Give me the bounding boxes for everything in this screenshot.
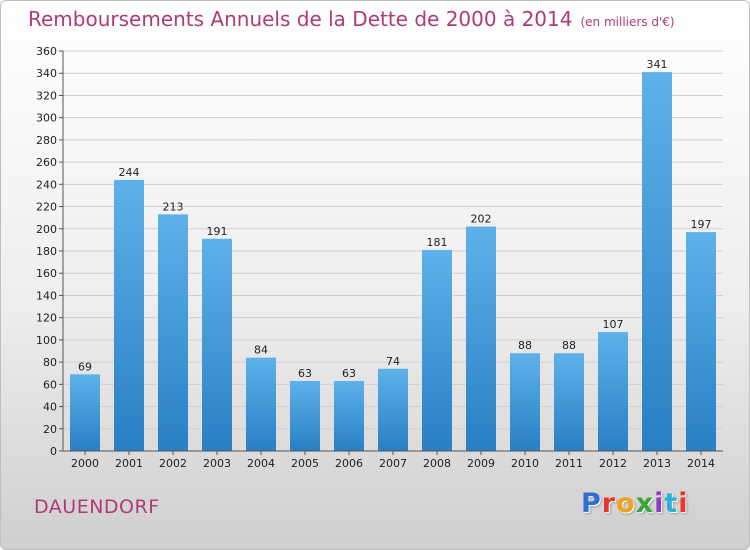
- x-tick-label: 2000: [71, 457, 99, 470]
- logo-letter: t: [664, 488, 679, 519]
- data-label: 84: [254, 344, 268, 357]
- x-tick-label: 2007: [379, 457, 407, 470]
- bar: [510, 353, 540, 451]
- x-tick-label: 2008: [423, 457, 451, 470]
- bar: [114, 179, 144, 451]
- data-label: 88: [562, 339, 576, 352]
- y-tick-label: 0: [50, 445, 57, 458]
- y-tick-label: 120: [36, 312, 57, 325]
- bar: [422, 249, 452, 451]
- bar: [466, 226, 496, 451]
- bar: [158, 214, 188, 451]
- chart-title: Remboursements Annuels de la Dette de 20…: [28, 7, 675, 31]
- data-label: 107: [603, 318, 624, 331]
- y-tick-label: 280: [36, 134, 57, 147]
- y-tick-label: 60: [43, 378, 57, 391]
- x-tick-label: 2011: [555, 457, 583, 470]
- x-tick-label: 2009: [467, 457, 495, 470]
- x-tick-label: 2004: [247, 457, 275, 470]
- chart-subtitle: (en milliers d'€): [580, 15, 675, 29]
- x-tick-label: 2014: [687, 457, 715, 470]
- logo-letter: P: [581, 488, 602, 519]
- x-tick-label: 2005: [291, 457, 319, 470]
- x-tick-label: 2012: [599, 457, 627, 470]
- bar: [554, 353, 584, 451]
- data-label: 63: [342, 367, 356, 380]
- value-labels: 69 244 213 191 84 63 63 74 181 202 88 88 107 341 197: [78, 58, 712, 380]
- chart-title-text: Remboursements Annuels de la Dette de 20…: [28, 7, 573, 31]
- y-tick-label: 100: [36, 334, 57, 347]
- proxiti-logo: Proxiti: [581, 488, 689, 519]
- x-tick-label: 2006: [335, 457, 363, 470]
- data-label: 202: [471, 213, 492, 226]
- y-tick-label: 180: [36, 245, 57, 258]
- bar: [598, 332, 628, 451]
- bar: [378, 368, 408, 451]
- logo-letter: o: [616, 488, 636, 519]
- y-tick-label: 200: [36, 223, 57, 236]
- y-tick-label: 40: [43, 401, 57, 414]
- y-tick-label: 360: [36, 45, 57, 58]
- y-tick-label: 320: [36, 89, 57, 102]
- x-tick-label: 2001: [115, 457, 143, 470]
- logo-letter: i: [678, 488, 689, 519]
- data-label: 213: [163, 200, 184, 213]
- bar: [334, 381, 364, 451]
- y-tick-label: 240: [36, 178, 57, 191]
- y-tick-label: 140: [36, 289, 57, 302]
- bar: [290, 381, 320, 451]
- y-tick-label: 160: [36, 267, 57, 280]
- data-label: 181: [427, 236, 448, 249]
- data-label: 244: [119, 166, 140, 179]
- y-tick-label: 80: [43, 356, 57, 369]
- x-tick-label: 2010: [511, 457, 539, 470]
- x-tick-label: 2013: [643, 457, 671, 470]
- axes: 0 20 40 60 80 100 120 140 160 180 200 220 240 260 280 3…: [36, 45, 723, 470]
- town-name: DAUENDORF: [34, 496, 160, 518]
- data-label: 341: [647, 58, 668, 71]
- data-label: 191: [207, 225, 228, 238]
- data-label: 197: [691, 218, 712, 231]
- bar: [246, 357, 276, 451]
- bar: [202, 238, 232, 451]
- data-label: 63: [298, 367, 312, 380]
- data-label: 88: [518, 339, 532, 352]
- logo-letter: r: [601, 488, 617, 519]
- data-label: 69: [78, 360, 92, 373]
- x-tick-label: 2003: [203, 457, 231, 470]
- x-tick-label: 2002: [159, 457, 187, 470]
- y-tick-label: 20: [43, 423, 57, 436]
- y-tick-label: 340: [36, 67, 57, 80]
- y-tick-label: 220: [36, 201, 57, 214]
- y-tick-label: 300: [36, 112, 57, 125]
- bar: [70, 374, 100, 451]
- bar: [642, 72, 672, 451]
- data-label: 74: [386, 355, 400, 368]
- bar: [686, 232, 716, 451]
- logo-letter: x: [635, 488, 655, 519]
- y-tick-label: 260: [36, 156, 57, 169]
- logo-letter: i: [654, 488, 665, 519]
- bars: [70, 72, 716, 451]
